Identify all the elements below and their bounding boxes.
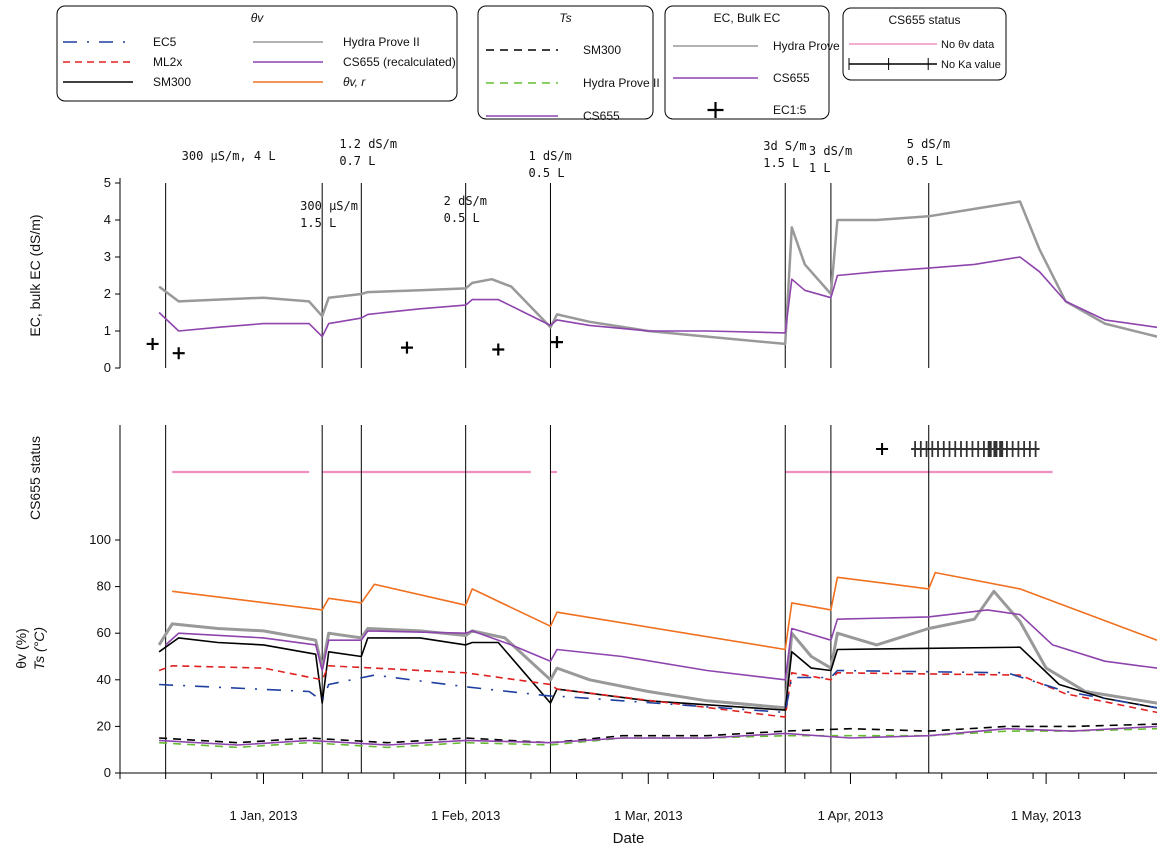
legend-3: CS655 status No θv data No Ka value [842,7,1007,81]
legend-entry: SM300 [153,75,191,89]
event-label: 1.5 L [763,156,799,170]
theta-series-ml2x [158,665,1157,718]
theta-series-ts-cs655 [159,725,1157,746]
ec-series-hydra-prove-ii [158,200,1157,346]
theta-series-sm300 [158,637,1157,711]
ec15-marker [492,343,505,356]
x-tick-label: 1 Apr, 2013 [818,808,884,823]
legend-entry: Hydra Prove II [773,39,850,53]
event-label: 0.5 L [907,154,943,168]
y-tick-label: 80 [97,579,111,594]
y-axis-label: EC, bulk EC (dS/m) [27,214,43,336]
y-tick-label: 40 [97,672,111,687]
legend-entry: CS655 [773,71,810,85]
status-panel: CS655 status [27,425,1053,540]
event-label: 0.7 L [339,154,375,168]
legend-entry: SM300 [583,43,621,57]
event-label: 300 µS/m, 4 L [182,149,276,163]
ec-series-cs655 [158,256,1157,338]
theta-panel: 0 20 40 60 80 100 θv (%) Ts (°C) [13,425,1157,780]
legend-title: θv [251,11,265,25]
y-axis-label-2: Ts (°C) [31,627,47,670]
legend-1: Ts SM300 Hydra Prove II CS655 [477,5,660,123]
event-label: 1 dS/m [528,149,571,163]
date-axis: 1 Jan, 2013 1 Feb, 2013 1 Mar, 2013 1 Apr, … [119,772,1157,847]
y-tick-label: 100 [89,532,111,547]
legend-entry: θv, r [343,75,366,89]
event-label: 3 dS/m [809,144,852,158]
no-ka-marker [876,443,889,455]
y-tick-label: 5 [104,175,111,190]
y-axis-label: θv (%) [13,628,29,668]
event-label: 1.2 dS/m [339,137,397,151]
event-label: 1 L [809,161,831,175]
y-tick-label: 3 [104,249,111,264]
ec15-marker [172,347,185,360]
legend-title: Ts [559,11,571,25]
theta-series-cs655-recalculated- [165,609,1157,681]
x-tick-label: 1 May, 2013 [1011,808,1082,823]
legend-0: θv EC5 ML2x SM300 Hydra Prove II CS655 (recal… [56,5,458,102]
x-axis-label: Date [613,830,645,847]
status-axis-label: CS655 status [27,436,43,520]
event-label: 3d S/m [763,139,806,153]
y-tick-label: 1 [104,323,111,338]
y-tick-label: 2 [104,286,111,301]
event-label: 0.5 L [528,166,564,180]
x-tick-label: 1 Jan, 2013 [230,808,298,823]
y-tick-label: 0 [104,765,111,780]
event-label: 2 dS/m [444,194,487,208]
event-label: 0.5 L [444,211,480,225]
legend-box [56,5,458,102]
legend-entry: ML2x [153,55,182,69]
legend-title: CS655 status [888,13,960,27]
legend-entry: Hydra Prove II [343,35,420,49]
ec15-marker [550,336,563,349]
ec-panel: 0 1 2 3 4 5 EC, bulk EC (dS/m) 300 µS/m, 4 L 300… [27,137,1157,375]
legend-box [664,5,830,120]
legend-entry: No θv data [941,39,995,51]
legend-sample [707,102,724,118]
ec15-marker [146,337,159,350]
theta-series-ec5 [159,669,1157,714]
legend-layer: θv EC5 ML2x SM300 Hydra Prove II CS655 (recal… [56,5,1007,123]
ec15-marker [400,341,413,354]
legend-title: EC, Bulk EC [714,11,781,25]
x-tick-label: 1 Mar, 2013 [614,808,683,823]
legend-entry: CS655 (recalculated) [343,55,456,69]
theta-series--v-r [172,571,1157,651]
legend-entry: EC1:5 [773,103,807,117]
legend-2: EC, Bulk EC Hydra Prove II CS655 EC1:5 [664,5,850,120]
legend-entry: No Ka value [941,59,1001,71]
x-tick-label: 1 Feb, 2013 [431,808,500,823]
theta-series-ts-sm300 [159,723,1157,744]
y-tick-label: 4 [104,212,111,227]
legend-entry: Hydra Prove II [583,76,660,90]
legend-entry: CS655 [583,109,620,123]
event-label: 5 dS/m [907,137,950,151]
legend-entry: EC5 [153,35,177,49]
y-tick-label: 20 [97,718,111,733]
y-tick-label: 0 [104,360,111,375]
y-tick-label: 60 [97,625,111,640]
event-label: 300 µS/m [300,199,358,213]
event-label: 1.5 L [300,216,336,230]
legend-box [477,5,654,120]
